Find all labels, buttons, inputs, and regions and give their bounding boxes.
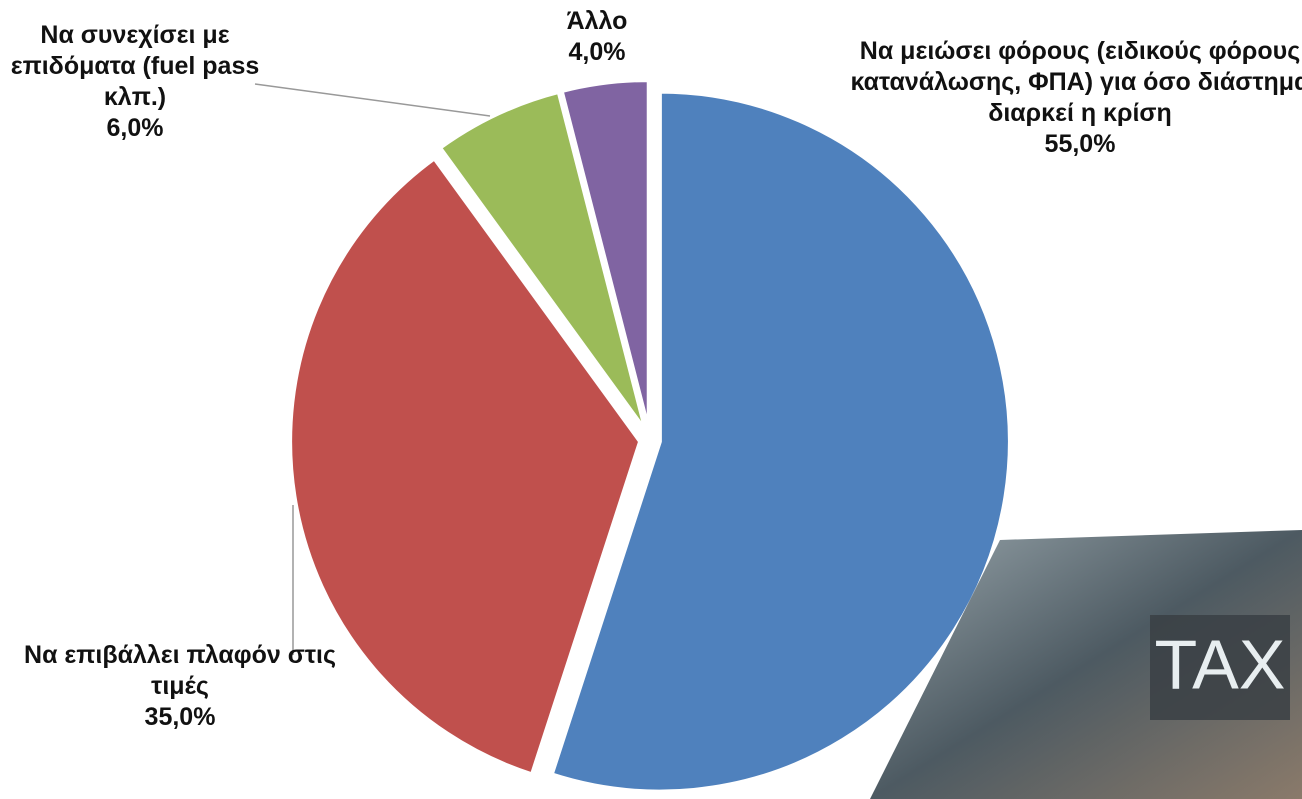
category-label: Να μειώσει φόρους (ειδικούς φόρους καταν… — [850, 37, 1302, 127]
value-label: 6,0% — [106, 114, 164, 142]
slice-label: Να μειώσει φόρους (ειδικούς φόρους καταν… — [845, 36, 1302, 160]
slice-label: Άλλο 4,0% — [537, 6, 657, 68]
photo-text: TAX — [1155, 625, 1286, 703]
category-label: Άλλο — [566, 7, 628, 35]
category-label: Να συνεχίσει με επιδόματα (fuel pass κλπ… — [10, 21, 260, 111]
value-label: 55,0% — [1044, 130, 1116, 158]
photo: TAX — [870, 530, 1302, 799]
category-label: Να επιβάλλει πλαφόν στις τιμές — [24, 641, 336, 700]
pie-slice — [437, 89, 648, 433]
photo-box — [1150, 615, 1290, 720]
pie-slice — [288, 155, 643, 777]
photo-background — [870, 530, 1302, 799]
slice-label: Να συνεχίσει με επιδόματα (fuel pass κλπ… — [5, 20, 265, 144]
value-label: 35,0% — [144, 703, 216, 731]
value-label: 4,0% — [568, 38, 626, 66]
slice-label: Να επιβάλλει πλαφόν στις τιμές 35,0% — [10, 640, 350, 733]
leader-line — [254, 83, 491, 117]
pie-slice — [559, 78, 651, 431]
pie — [288, 78, 1012, 794]
pie-slice — [549, 89, 1012, 794]
